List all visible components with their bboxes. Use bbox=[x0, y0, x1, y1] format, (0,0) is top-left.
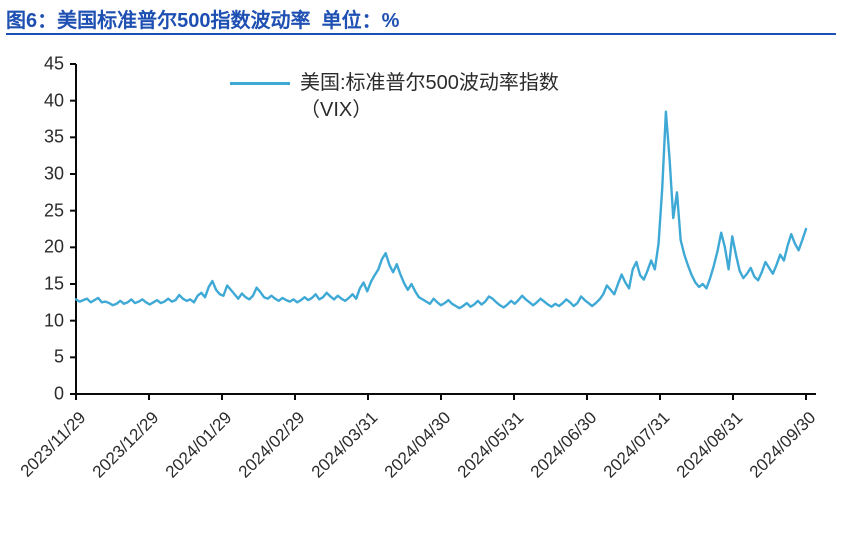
figure-frame: 图6：美国标准普尔500指数波动率 单位：% 美国:标准普尔500波动率指数 （… bbox=[0, 0, 842, 539]
y-tick-label: 40 bbox=[24, 90, 64, 111]
legend-swatch bbox=[230, 82, 290, 86]
x-tick-label: 2024/04/30 bbox=[381, 408, 455, 482]
legend-label: 美国:标准普尔500波动率指数 （VIX） bbox=[300, 70, 559, 124]
y-tick-label: 45 bbox=[24, 54, 64, 75]
title-bar: 图6：美国标准普尔500指数波动率 单位：% bbox=[6, 4, 836, 35]
x-tick-label: 2023/12/29 bbox=[89, 408, 163, 482]
y-tick-label: 0 bbox=[24, 384, 64, 405]
x-tick-label: 2024/05/31 bbox=[454, 408, 528, 482]
y-tick-label: 35 bbox=[24, 127, 64, 148]
y-tick-label: 20 bbox=[24, 237, 64, 258]
x-tick-label: 2024/03/31 bbox=[308, 408, 382, 482]
x-tick-label: 2024/01/29 bbox=[162, 408, 236, 482]
y-tick-label: 5 bbox=[24, 347, 64, 368]
legend: 美国:标准普尔500波动率指数 （VIX） bbox=[230, 70, 559, 124]
x-tick-label: 2024/07/31 bbox=[600, 408, 674, 482]
x-tick-label: 2024/09/30 bbox=[746, 408, 820, 482]
legend-line-svg bbox=[230, 82, 290, 86]
x-tick-label: 2024/02/29 bbox=[235, 408, 309, 482]
x-tick-label: 2024/06/30 bbox=[527, 408, 601, 482]
y-tick-label: 30 bbox=[24, 164, 64, 185]
y-tick-label: 25 bbox=[24, 200, 64, 221]
y-tick-label: 15 bbox=[24, 274, 64, 295]
chart-area: 美国:标准普尔500波动率指数 （VIX） 051015202530354045… bbox=[76, 64, 816, 394]
y-tick-label: 10 bbox=[24, 310, 64, 331]
figure-title: 图6：美国标准普尔500指数波动率 单位：% bbox=[6, 10, 399, 32]
x-tick-label: 2024/08/31 bbox=[673, 408, 747, 482]
x-tick-label: 2023/11/29 bbox=[17, 408, 90, 481]
